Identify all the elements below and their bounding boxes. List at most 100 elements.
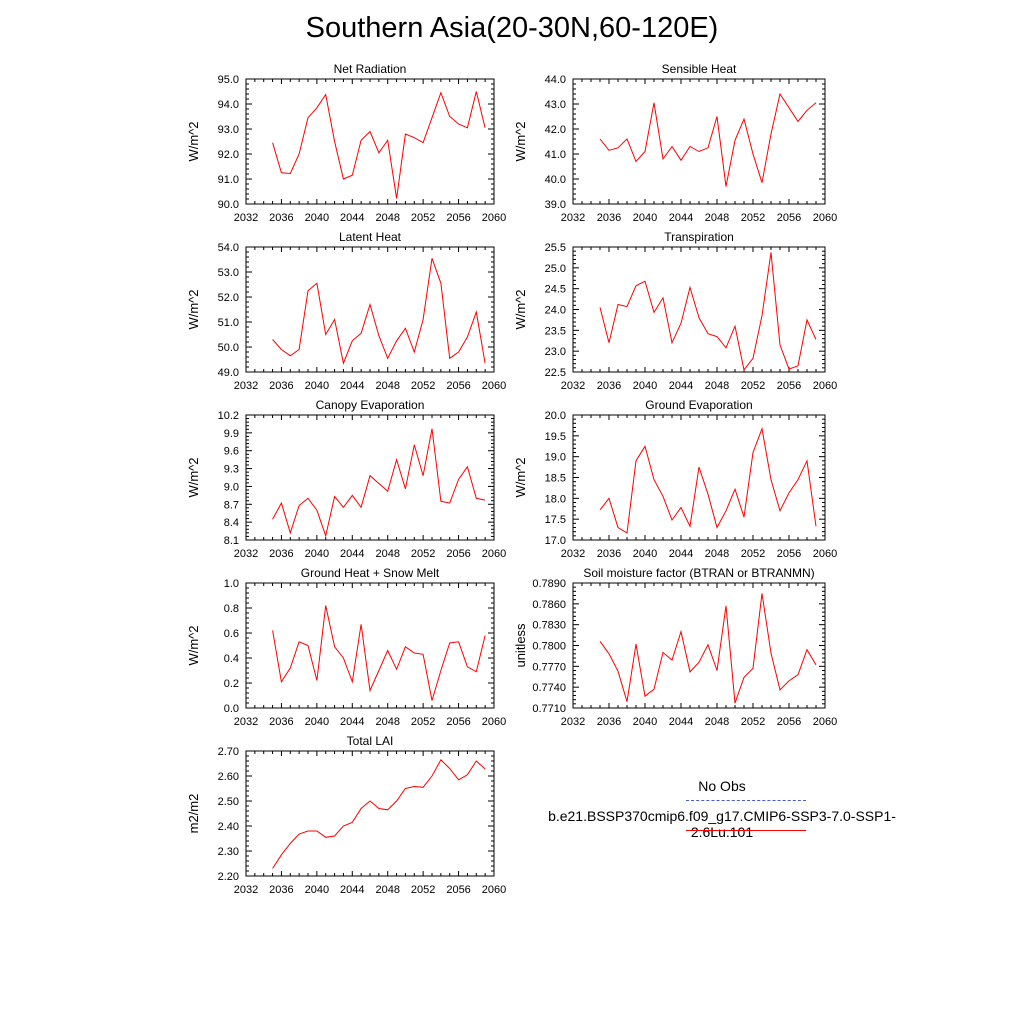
y-tick-label: 0.7710: [532, 703, 566, 715]
x-tick-label: 2044: [669, 548, 693, 560]
panel-title: Canopy Evaporation: [316, 398, 425, 412]
x-tick-label: 2052: [411, 716, 435, 728]
x-tick-label: 2056: [446, 548, 470, 560]
y-tick-label: 8.7: [224, 499, 239, 511]
x-tick-label: 2056: [446, 884, 470, 896]
y-tick-label: 2.50: [218, 796, 239, 808]
y-axis-label: unitless: [513, 623, 528, 668]
y-axis-label: m2/m2: [186, 794, 201, 834]
legend-obs-label: No Obs: [698, 778, 746, 794]
x-tick-label: 2032: [234, 716, 258, 728]
x-tick-label: 2040: [633, 716, 657, 728]
x-tick-label: 2040: [305, 380, 329, 392]
y-tick-label: 53.0: [218, 267, 239, 279]
panel-title: Sensible Heat: [662, 62, 737, 76]
x-tick-label: 2056: [446, 212, 470, 224]
x-tick-label: 2060: [482, 716, 506, 728]
y-tick-label: 0.6: [224, 628, 239, 640]
x-tick-label: 2048: [705, 380, 729, 392]
series-line: [272, 91, 486, 199]
y-tick-label: 49.0: [218, 367, 239, 379]
x-tick-label: 2060: [482, 212, 506, 224]
y-tick-label: 0.7740: [532, 682, 566, 694]
y-tick-label: 93.0: [218, 124, 239, 136]
y-tick-label: 23.5: [545, 325, 566, 337]
y-tick-label: 41.0: [545, 149, 566, 161]
legend-case-label: b.e21.BSSP370cmip6.f09_g17.CMIP6-SSP3-7.…: [548, 808, 896, 840]
y-tick-label: 54.0: [218, 242, 239, 254]
x-tick-label: 2040: [305, 716, 329, 728]
x-tick-label: 2036: [597, 716, 621, 728]
y-tick-label: 24.5: [545, 284, 566, 296]
x-tick-label: 2048: [375, 548, 399, 560]
y-axis-label: W/m^2: [186, 289, 201, 329]
x-tick-label: 2060: [482, 380, 506, 392]
x-tick-label: 2052: [411, 380, 435, 392]
y-tick-label: 18.5: [545, 473, 566, 485]
y-tick-label: 8.4: [224, 517, 239, 529]
x-tick-label: 2048: [375, 716, 399, 728]
x-tick-label: 2036: [269, 884, 293, 896]
x-tick-label: 2044: [669, 380, 693, 392]
x-tick-label: 2056: [777, 548, 801, 560]
y-tick-label: 1.0: [224, 578, 239, 590]
y-tick-label: 17.0: [545, 535, 566, 547]
x-tick-label: 2060: [813, 716, 837, 728]
x-tick-label: 2044: [340, 884, 364, 896]
y-tick-label: 51.0: [218, 317, 239, 329]
y-tick-label: 19.0: [545, 452, 566, 464]
y-tick-label: 0.4: [224, 653, 239, 665]
y-tick-label: 0.7800: [532, 641, 566, 653]
x-tick-label: 2032: [234, 548, 258, 560]
x-tick-label: 2048: [705, 212, 729, 224]
x-tick-label: 2060: [813, 548, 837, 560]
x-tick-label: 2052: [741, 548, 765, 560]
x-tick-label: 2032: [561, 716, 585, 728]
y-tick-label: 0.7830: [532, 620, 566, 632]
x-tick-label: 2056: [777, 716, 801, 728]
x-tick-label: 2060: [813, 212, 837, 224]
x-tick-label: 2036: [597, 548, 621, 560]
x-tick-label: 2056: [777, 380, 801, 392]
panel-title: Net Radiation: [334, 62, 407, 76]
x-tick-label: 2032: [561, 380, 585, 392]
y-tick-label: 25.0: [545, 263, 566, 275]
y-tick-label: 0.7860: [532, 599, 566, 611]
y-tick-label: 2.30: [218, 846, 239, 858]
y-tick-label: 42.0: [545, 124, 566, 136]
x-tick-label: 2052: [411, 548, 435, 560]
y-tick-label: 25.5: [545, 242, 566, 254]
series-line: [599, 426, 817, 534]
series-line: [599, 252, 817, 372]
x-tick-label: 2036: [269, 548, 293, 560]
y-tick-label: 17.5: [545, 514, 566, 526]
y-tick-label: 0.7890: [532, 578, 566, 590]
x-tick-label: 2052: [741, 716, 765, 728]
panel-title: Ground Heat + Snow Melt: [301, 566, 440, 580]
y-axis-label: W/m^2: [186, 121, 201, 161]
x-tick-label: 2044: [669, 716, 693, 728]
y-tick-label: 9.0: [224, 481, 239, 493]
y-tick-label: 94.0: [218, 99, 239, 111]
y-tick-label: 2.60: [218, 771, 239, 783]
y-tick-label: 92.0: [218, 149, 239, 161]
y-tick-label: 9.3: [224, 464, 239, 476]
plot-frame: [572, 246, 826, 373]
y-axis-label: W/m^2: [186, 625, 201, 665]
x-tick-label: 2032: [234, 212, 258, 224]
x-tick-label: 2048: [705, 548, 729, 560]
panel-5: Canopy Evaporation W/m^2 2032 2036 2040 2044 2…: [186, 398, 506, 560]
series-line: [272, 758, 486, 869]
x-tick-label: 2048: [375, 884, 399, 896]
y-axis-label: W/m^2: [513, 457, 528, 497]
x-tick-label: 2044: [669, 212, 693, 224]
x-tick-label: 2048: [375, 380, 399, 392]
x-tick-label: 2052: [411, 884, 435, 896]
y-axis-label: W/m^2: [513, 289, 528, 329]
y-tick-label: 10.2: [218, 410, 239, 422]
y-tick-label: 23.0: [545, 346, 566, 358]
panel-1: Net Radiation W/m^2 2032 2036 2040 2044 2048 20…: [186, 62, 506, 224]
x-tick-label: 2056: [446, 380, 470, 392]
x-tick-label: 2036: [597, 380, 621, 392]
